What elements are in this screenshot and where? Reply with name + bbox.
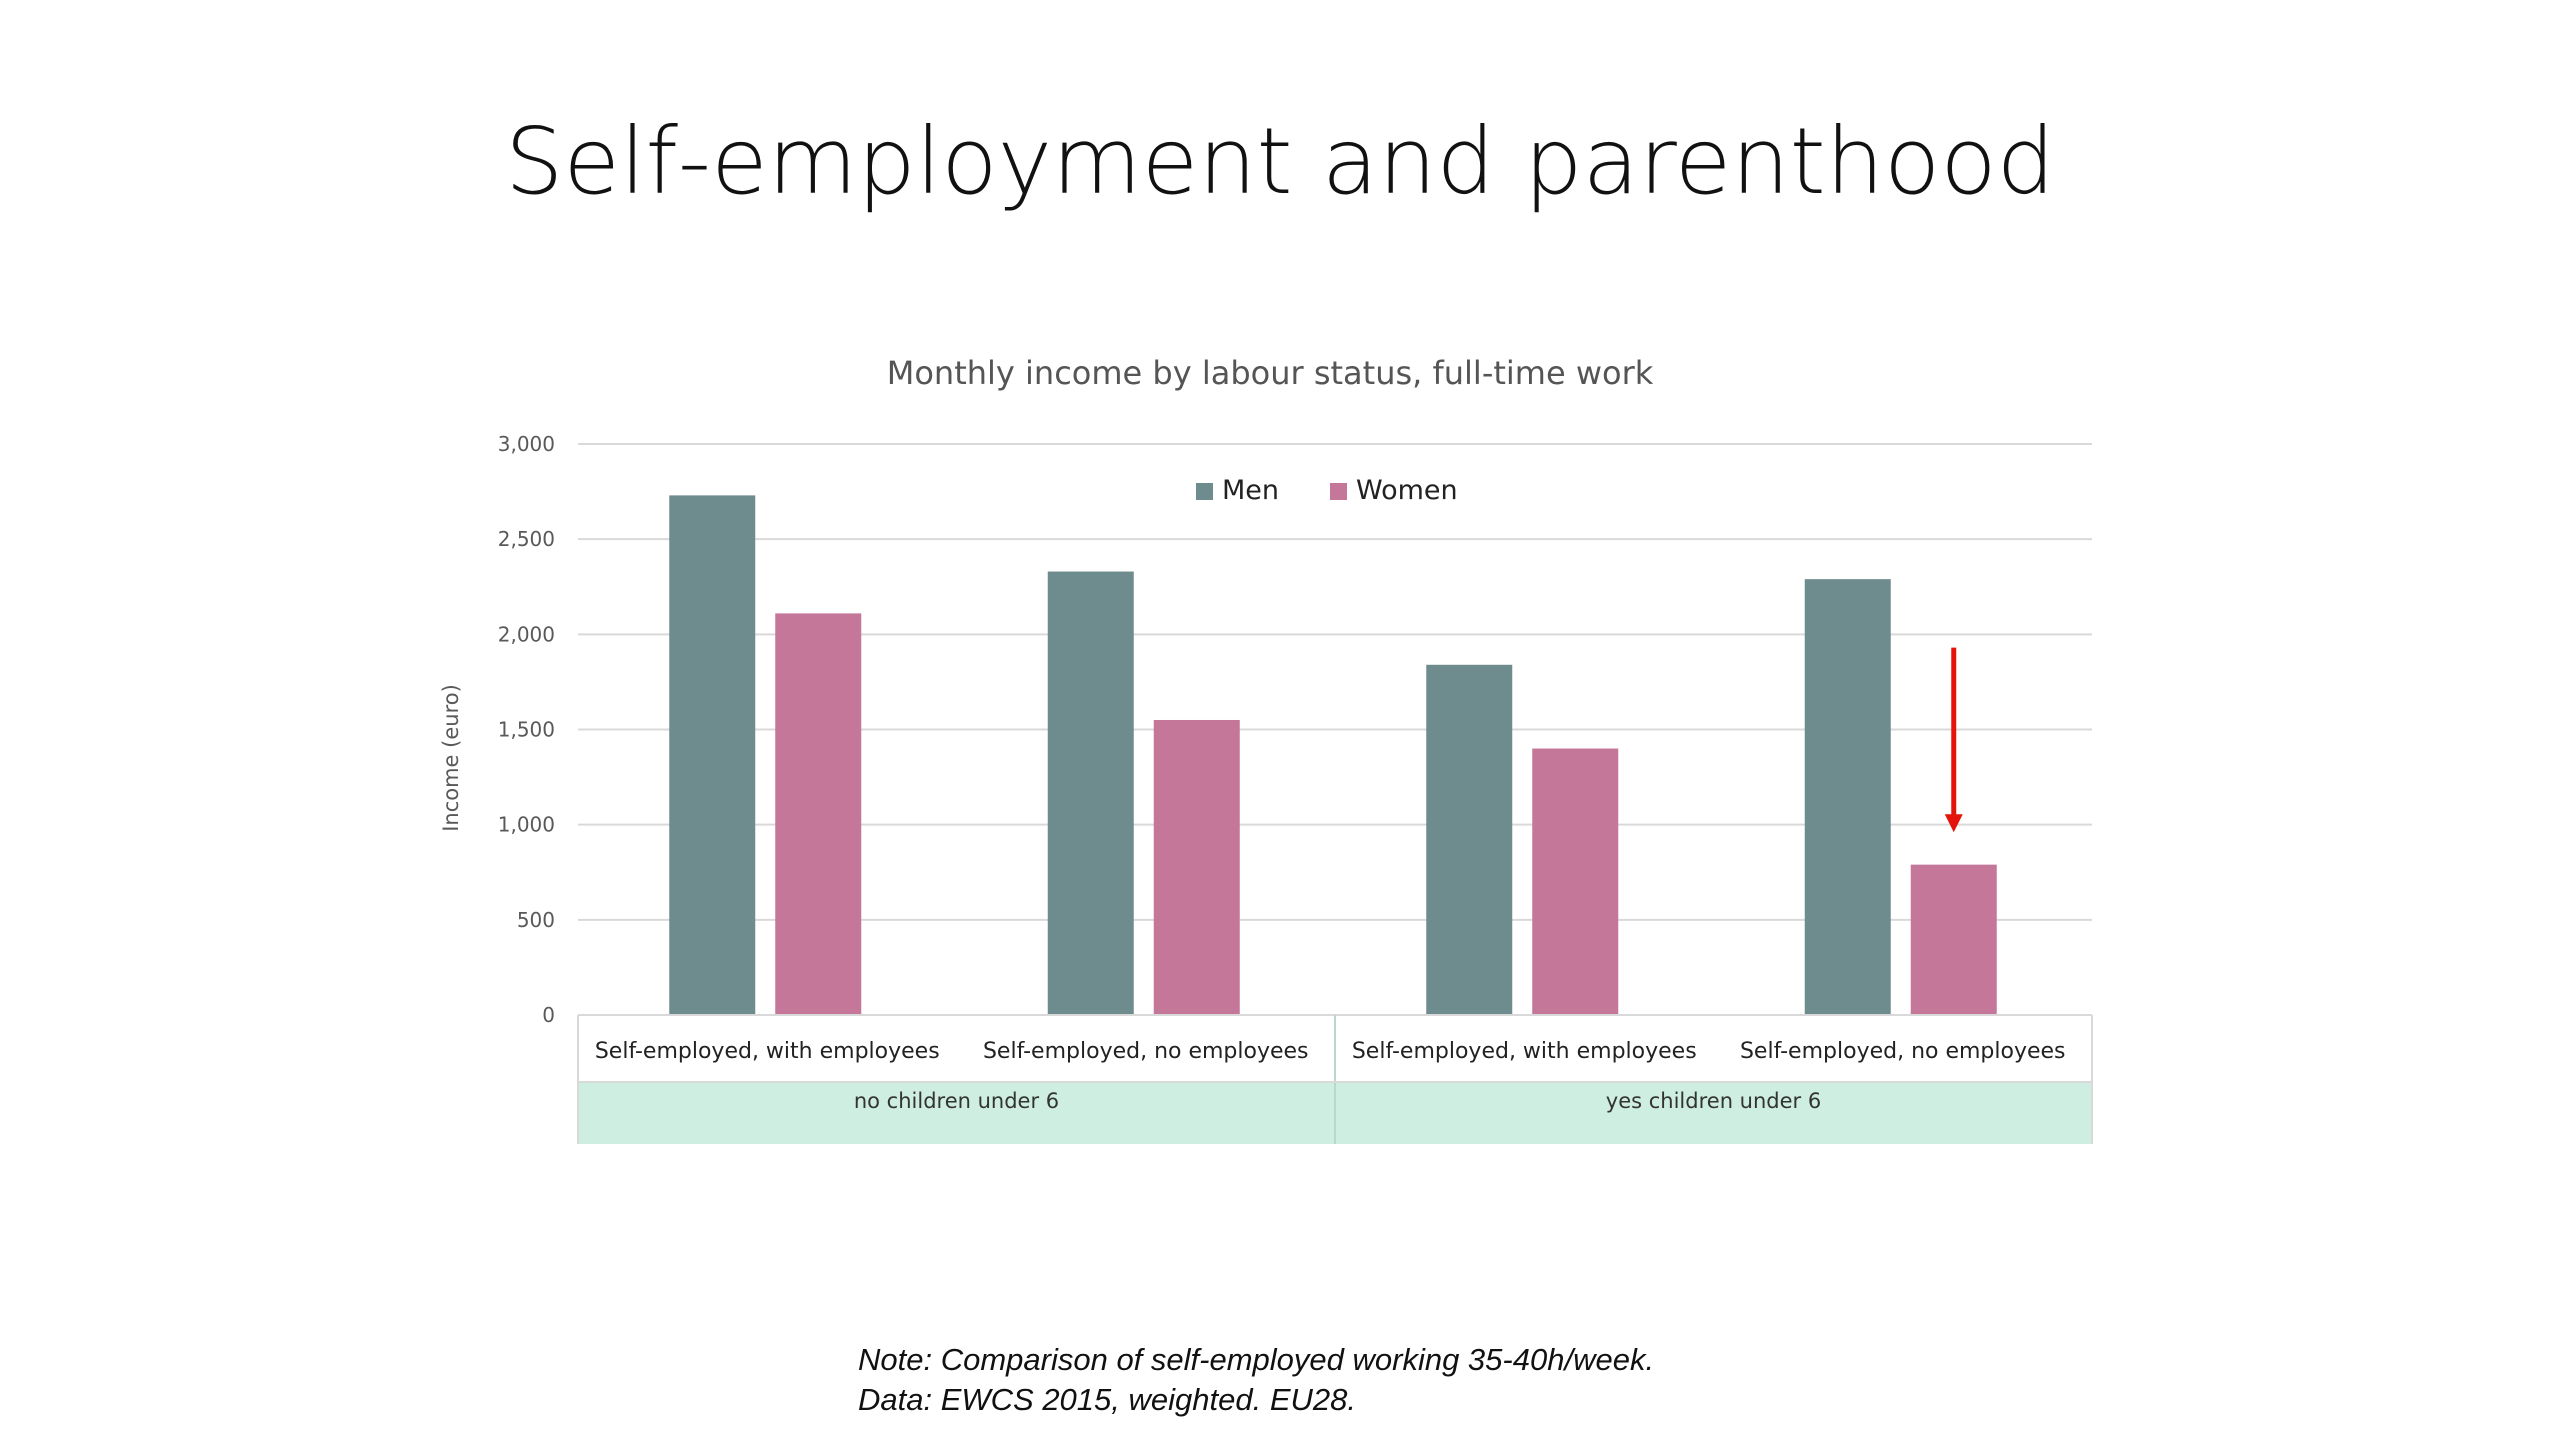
bar-men-3 xyxy=(1805,579,1891,1015)
y-axis-ticks: 0 500 1,000 1,500 2,000 2,500 3,000 xyxy=(498,432,555,1027)
y-tick-label: 3,000 xyxy=(498,432,555,456)
legend-label-men: Men xyxy=(1222,475,1279,506)
bars xyxy=(669,495,1997,1015)
bar-men-2 xyxy=(1426,665,1512,1015)
y-tick-label: 500 xyxy=(517,908,555,932)
chart-title: Monthly income by labour status, full-ti… xyxy=(887,354,1654,392)
bar-women-2 xyxy=(1532,749,1618,1015)
legend-swatch-men xyxy=(1196,483,1213,500)
data-source-text: Data: EWCS 2015, weighted. EU28. xyxy=(858,1380,1654,1420)
group-label: no children under 6 xyxy=(854,1089,1059,1113)
y-tick-label: 1,000 xyxy=(498,813,555,837)
legend-swatch-women xyxy=(1330,483,1347,500)
bar-men-1 xyxy=(1048,572,1134,1015)
category-label: Self-employed, with employees xyxy=(1352,1039,1697,1064)
bar-women-3 xyxy=(1911,865,1997,1015)
category-label: Self-employed, no employees xyxy=(1740,1039,2066,1064)
category-label: Self-employed, no employees xyxy=(983,1039,1309,1064)
annotation xyxy=(1945,648,1963,833)
category-label: Self-employed, with employees xyxy=(595,1039,940,1064)
legend: Men Women xyxy=(1196,475,1458,506)
footnote: Note: Comparison of self-employed workin… xyxy=(858,1340,1654,1420)
y-tick-label: 1,500 xyxy=(498,718,555,742)
bar-women-1 xyxy=(1154,720,1240,1015)
legend-label-women: Women xyxy=(1356,475,1458,506)
y-axis-label: Income (euro) xyxy=(439,684,463,832)
y-tick-label: 2,500 xyxy=(498,527,555,551)
annotation-arrow-head xyxy=(1945,814,1963,832)
y-tick-label: 0 xyxy=(542,1003,555,1027)
category-axis: Self-employed, with employees Self-employ… xyxy=(578,1015,2092,1144)
bar-men-0 xyxy=(669,495,755,1015)
bar-women-0 xyxy=(775,613,861,1015)
note-text: Note: Comparison of self-employed workin… xyxy=(858,1340,1654,1380)
group-label: yes children under 6 xyxy=(1606,1089,1821,1113)
y-tick-label: 2,000 xyxy=(498,622,555,646)
